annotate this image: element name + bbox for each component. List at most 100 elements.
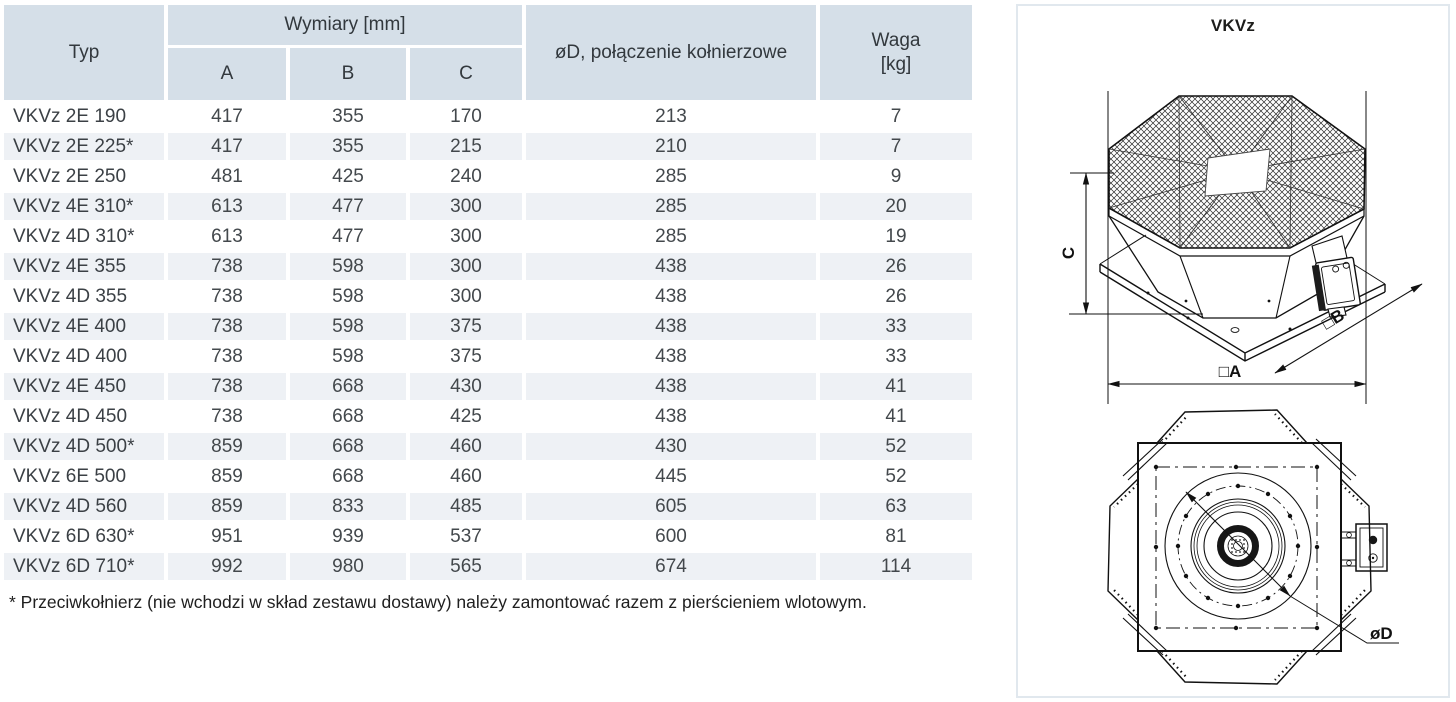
technical-drawing: C □A □B	[1059, 91, 1423, 685]
cell-dim-b: 477	[290, 223, 406, 250]
cell-dim-b: 355	[290, 133, 406, 160]
header-col-a: A	[168, 48, 286, 100]
cell-typ: VKVz 4E 450	[4, 373, 164, 400]
cell-dim-b: 980	[290, 553, 406, 580]
cell-dim-a: 738	[168, 403, 286, 430]
cell-typ: VKVz 2E 250	[4, 163, 164, 190]
cell-weight: 52	[820, 433, 972, 460]
cell-dim-b: 939	[290, 523, 406, 550]
cell-dim-a: 738	[168, 313, 286, 340]
cell-dim-c: 537	[410, 523, 522, 550]
table-row: VKVz 6E 500 859 668 460 445 52	[4, 463, 972, 490]
dim-label-d: øD	[1370, 624, 1393, 643]
table-row: VKVz 2E 225* 417 355 215 210 7	[4, 133, 972, 160]
cell-flange-d: 430	[526, 433, 816, 460]
cell-dim-b: 477	[290, 193, 406, 220]
cell-dim-a: 738	[168, 253, 286, 280]
table-row: VKVz 4E 355 738 598 300 438 26	[4, 253, 972, 280]
cell-dim-a: 738	[168, 343, 286, 370]
cell-flange-d: 605	[526, 493, 816, 520]
cell-typ: VKVz 6D 710*	[4, 553, 164, 580]
drawing-panel: VKVz	[1016, 4, 1450, 698]
cell-dim-a: 481	[168, 163, 286, 190]
cell-weight: 33	[820, 343, 972, 370]
cell-flange-d: 285	[526, 223, 816, 250]
cell-dim-b: 355	[290, 103, 406, 130]
cell-flange-d: 438	[526, 373, 816, 400]
table-row: VKVz 4D 400 738 598 375 438 33	[4, 343, 972, 370]
cell-typ: VKVz 4D 450	[4, 403, 164, 430]
cell-dim-c: 240	[410, 163, 522, 190]
cell-typ: VKVz 4D 310*	[4, 223, 164, 250]
cell-flange-d: 600	[526, 523, 816, 550]
dimension-b	[1274, 283, 1423, 374]
cell-weight: 26	[820, 253, 972, 280]
table-row: VKVz 4D 500* 859 668 460 430 52	[4, 433, 972, 460]
cell-weight: 7	[820, 133, 972, 160]
isometric-view	[1069, 91, 1423, 404]
cell-dim-b: 598	[290, 313, 406, 340]
cell-typ: VKVz 4D 500*	[4, 433, 164, 460]
table-row: VKVz 6D 630* 951 939 537 600 81	[4, 523, 972, 550]
dimension-d	[1185, 491, 1399, 644]
cell-flange-d: 674	[526, 553, 816, 580]
cell-weight: 63	[820, 493, 972, 520]
cell-dim-a: 992	[168, 553, 286, 580]
table-row: VKVz 4E 400 738 598 375 438 33	[4, 313, 972, 340]
dimension-c	[1069, 172, 1203, 315]
cell-dim-c: 300	[410, 223, 522, 250]
cell-dim-c: 425	[410, 403, 522, 430]
cell-dim-a: 859	[168, 463, 286, 490]
cell-dim-c: 170	[410, 103, 522, 130]
cell-flange-d: 438	[526, 283, 816, 310]
cell-dim-c: 565	[410, 553, 522, 580]
table-row: VKVz 4D 450 738 668 425 438 41	[4, 403, 972, 430]
cell-typ: VKVz 2E 225*	[4, 133, 164, 160]
cell-flange-d: 445	[526, 463, 816, 490]
cell-weight: 19	[820, 223, 972, 250]
cell-flange-d: 438	[526, 253, 816, 280]
header-col-c: C	[410, 48, 522, 100]
cell-dim-b: 598	[290, 283, 406, 310]
cell-typ: VKVz 6D 630*	[4, 523, 164, 550]
cell-dim-b: 425	[290, 163, 406, 190]
cell-weight: 33	[820, 313, 972, 340]
dim-label-a: □A	[1219, 362, 1242, 381]
cell-weight: 52	[820, 463, 972, 490]
cell-flange-d: 438	[526, 313, 816, 340]
spec-table-area: Typ Wymiary [mm] øD, połączenie kołnierz…	[0, 2, 980, 613]
cell-flange-d: 438	[526, 403, 816, 430]
header-dimensions-group: Wymiary [mm]	[168, 5, 522, 45]
cell-weight: 41	[820, 403, 972, 430]
junction-box-iso	[1311, 235, 1361, 318]
cell-weight: 26	[820, 283, 972, 310]
cell-dim-c: 300	[410, 193, 522, 220]
cell-dim-a: 613	[168, 223, 286, 250]
cell-dim-c: 300	[410, 253, 522, 280]
cell-dim-a: 859	[168, 493, 286, 520]
header-weight: Waga [kg]	[820, 5, 972, 100]
dim-label-c: C	[1059, 247, 1078, 259]
table-row: VKVz 4D 560 859 833 485 605 63	[4, 493, 972, 520]
cell-weight: 7	[820, 103, 972, 130]
cell-typ: VKVz 4D 355	[4, 283, 164, 310]
cell-weight: 41	[820, 373, 972, 400]
cell-typ: VKVz 4E 355	[4, 253, 164, 280]
cell-flange-d: 438	[526, 343, 816, 370]
table-row: VKVz 4E 310* 613 477 300 285 20	[4, 193, 972, 220]
plan-view	[1107, 409, 1399, 685]
dimensions-table: Typ Wymiary [mm] øD, połączenie kołnierz…	[0, 2, 976, 583]
cell-dim-c: 375	[410, 313, 522, 340]
drawing-title: VKVz	[1210, 16, 1256, 35]
cell-dim-c: 430	[410, 373, 522, 400]
table-header: Typ Wymiary [mm] øD, połączenie kołnierz…	[4, 5, 972, 100]
cell-dim-a: 951	[168, 523, 286, 550]
cell-dim-c: 300	[410, 283, 522, 310]
cell-dim-b: 668	[290, 463, 406, 490]
cell-dim-b: 833	[290, 493, 406, 520]
cell-dim-c: 215	[410, 133, 522, 160]
cell-dim-c: 460	[410, 433, 522, 460]
cell-flange-d: 285	[526, 193, 816, 220]
table-row: VKVz 4D 310* 613 477 300 285 19	[4, 223, 972, 250]
table-footnote: * Przeciwkołnierz (nie wchodzi w skład z…	[9, 592, 867, 612]
